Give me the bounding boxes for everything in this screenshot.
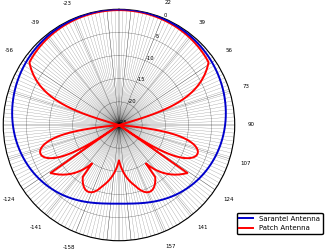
Legend: Sarantel Antenna, Patch Antenna: Sarantel Antenna, Patch Antenna xyxy=(237,213,322,234)
